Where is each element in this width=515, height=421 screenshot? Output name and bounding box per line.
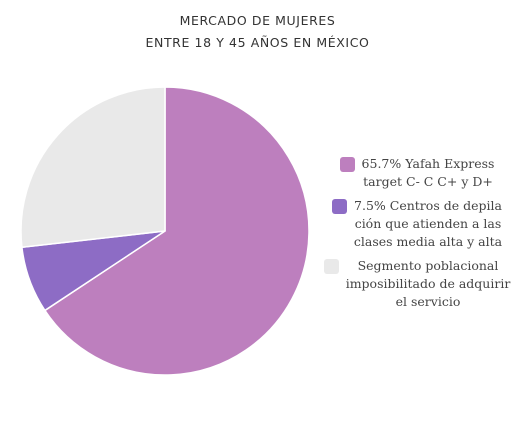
legend-label-line: el servicio — [395, 294, 461, 309]
legend-label-1: 65.7% Yafah Express target C- C C+ y D+ — [362, 155, 495, 191]
legend-label-line: imposibilitado de adquirir — [345, 276, 511, 291]
legend-swatch-1 — [339, 157, 355, 172]
legend-item-1[interactable]: 65.7% Yafah Express target C- C C+ y D+ — [322, 155, 512, 191]
legend-label-3: Segmento poblacional imposibilitado de ad… — [346, 257, 511, 311]
legend-swatch-3 — [323, 259, 339, 274]
chart-title-line-2: ENTRE 18 Y 45 AÑOS EN MÉXICO — [145, 35, 370, 50]
legend-label-line: ción que atienden a las — [354, 216, 502, 231]
legend-label-line: target C- C C+ y D+ — [363, 174, 493, 189]
chart-title: MERCADO DE MUJERES ENTRE 18 Y 45 AÑOS EN… — [0, 10, 515, 54]
legend-label-line: clases media alta y alta — [353, 234, 503, 249]
legend: 65.7% Yafah Express target C- C C+ y D+ 7.… — [322, 155, 512, 317]
chart-title-line-1: MERCADO DE MUJERES — [179, 13, 336, 28]
pie-slice-1[interactable] — [44, 86, 310, 376]
legend-label-2: 7.5% Centros de depila ción que atienden … — [354, 197, 502, 251]
legend-swatch-2 — [331, 199, 347, 214]
legend-label-line: Segmento poblacional — [357, 258, 499, 273]
pie-slice-3[interactable] — [20, 86, 166, 249]
legend-item-3[interactable]: Segmento poblacional imposibilitado de ad… — [322, 257, 512, 311]
legend-label-line: 65.7% Yafah Express — [361, 156, 495, 171]
legend-item-2[interactable]: 7.5% Centros de depila ción que atienden … — [322, 197, 512, 251]
legend-label-line: 7.5% Centros de depila — [354, 198, 502, 213]
